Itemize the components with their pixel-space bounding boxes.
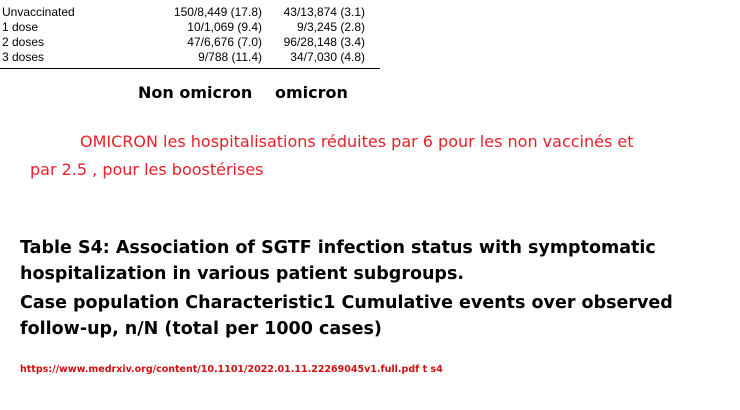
table-cell: 150/8,449 (17.8) <box>173 5 262 19</box>
source-url: https://www.medrxiv.org/content/10.1101/… <box>20 364 443 375</box>
table-cell: 96/28,148 (3.4) <box>283 35 365 49</box>
table-cell: 10/1,069 (9.4) <box>187 20 262 34</box>
caption-line: hospitalization in various patient subgr… <box>20 264 465 284</box>
table-cell: 47/6,676 (7.0) <box>187 35 262 49</box>
caption-line: Case population Characteristic1 Cumulati… <box>20 293 673 313</box>
row-label: Unvaccinated <box>2 5 75 19</box>
table-cell: 43/13,874 (3.1) <box>283 5 365 19</box>
annotation-line: par 2.5 , pour les boostérises <box>30 160 264 179</box>
table-cell: 34/7,030 (4.8) <box>290 50 365 64</box>
column-header: Non omicron <box>138 83 253 102</box>
row-label: 3 doses <box>2 50 45 64</box>
annotation-line: OMICRON les hospitalisations réduites pa… <box>80 132 634 151</box>
table-rule <box>0 68 380 69</box>
row-label: 1 dose <box>2 20 39 34</box>
caption-line: follow-up, n/N (total per 1000 cases) <box>20 319 382 339</box>
table-cell: 9/3,245 (2.8) <box>296 20 365 34</box>
column-header: omicron <box>275 83 348 102</box>
row-label: 2 doses <box>2 35 45 49</box>
caption-line: Table S4: Association of SGTF infection … <box>20 238 656 258</box>
table-cell: 9/788 (11.4) <box>198 50 262 64</box>
